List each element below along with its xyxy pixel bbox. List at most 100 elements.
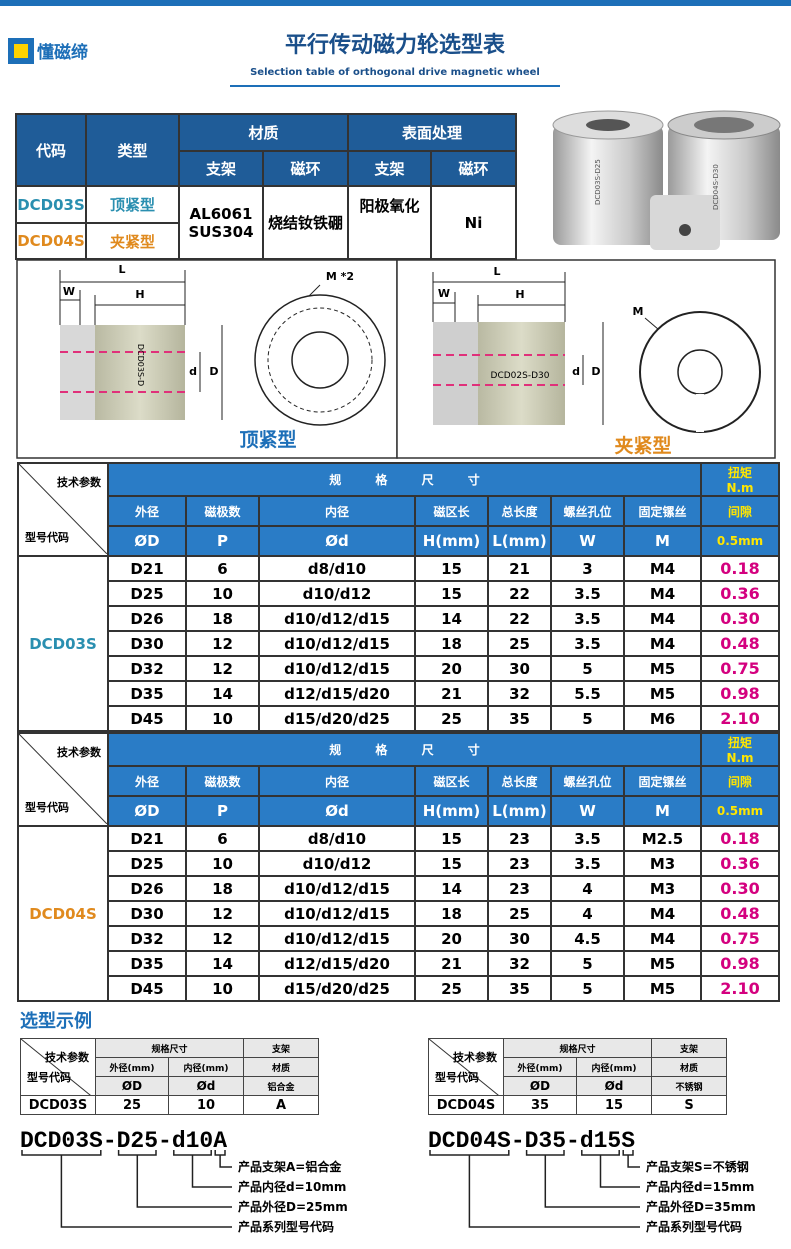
note: 产品系列型号代码 <box>646 1219 742 1234</box>
cell: 5 <box>550 705 625 732</box>
cell: 规格尺寸 <box>503 1038 652 1058</box>
cell: 内径 <box>258 495 416 527</box>
cell: 30 <box>487 925 552 952</box>
cell: 顶紧型 <box>85 185 180 224</box>
cell: 0.18 <box>700 825 780 852</box>
corner-cell: 技术参数 型号代码 <box>428 1038 504 1096</box>
cell: 间隙 <box>700 495 780 527</box>
cell: 2.10 <box>700 705 780 732</box>
photo-label: DCD04S-D30 <box>712 164 720 210</box>
cell: M4 <box>623 900 702 927</box>
cell: 螺丝孔位 <box>550 495 625 527</box>
cell: 4.5 <box>550 925 625 952</box>
cell: ØD <box>95 1076 169 1096</box>
cell: 0.5mm <box>700 795 780 827</box>
cell: 14 <box>185 950 260 977</box>
cell: 25 <box>487 900 552 927</box>
dim-label: H <box>515 288 524 301</box>
cell: 0.75 <box>700 655 780 682</box>
cell: 12 <box>185 925 260 952</box>
cell: 18 <box>414 630 489 657</box>
dim-label: d <box>189 365 197 378</box>
cell: 20 <box>414 925 489 952</box>
cell: D35 <box>107 950 187 977</box>
cell: 间隙 <box>700 765 780 797</box>
corner-cell: 技术参数 型号代码 <box>20 1038 96 1096</box>
part-label: DCD03S-D <box>136 344 145 386</box>
note: 产品外径D=35mm <box>646 1199 756 1214</box>
cell: 磁极数 <box>185 765 260 797</box>
top-bar <box>0 0 791 6</box>
cell: P <box>185 795 260 827</box>
spec-table: 技术参数 型号代码规 格 尺 寸扭矩 N.m 外径 磁极数 内径 磁区长 总长度 螺丝孔位 固定镙… <box>17 732 780 1002</box>
note: 产品内径d=15mm <box>646 1179 754 1194</box>
cell: 25 <box>414 705 489 732</box>
cell: M5 <box>623 950 702 977</box>
section-title: 选型示例 <box>20 1010 92 1032</box>
cell: DCD03S <box>15 185 87 224</box>
cell: 外径(mm) <box>95 1057 169 1077</box>
cell: d10/d12 <box>258 580 416 607</box>
cell: 内径(mm) <box>576 1057 652 1077</box>
model-code: DCD04S-D35-d15S <box>428 1128 635 1154</box>
cell: 阳极氧化 <box>347 185 432 260</box>
cell: 15 <box>414 825 489 852</box>
cell: 总长度 <box>487 495 552 527</box>
cell: 支架 <box>651 1038 727 1058</box>
cell: 5.5 <box>550 680 625 707</box>
cell: 21 <box>414 680 489 707</box>
dimensions <box>59 270 666 425</box>
line: SUS304 <box>188 222 254 241</box>
cell: D26 <box>107 605 187 632</box>
note: 产品内径d=10mm <box>238 1179 346 1194</box>
dim-label: D <box>591 365 600 378</box>
cell: 35 <box>503 1095 577 1115</box>
cell: M4 <box>623 630 702 657</box>
code-cell: DCD03S <box>17 555 109 732</box>
cell: 0.36 <box>700 850 780 877</box>
cell: 0.75 <box>700 925 780 952</box>
cell: 14 <box>185 680 260 707</box>
cell: D25 <box>107 850 187 877</box>
cell: ØD <box>107 795 187 827</box>
cell: DCD03S <box>20 1095 96 1115</box>
cell: 3.5 <box>550 630 625 657</box>
cell: P <box>185 525 260 557</box>
cell: M3 <box>623 875 702 902</box>
bracket <box>429 1150 640 1228</box>
cell: 外径(mm) <box>503 1057 577 1077</box>
logo-dot <box>14 44 28 58</box>
cell: 6 <box>185 555 260 582</box>
cell: 0.5mm <box>700 525 780 557</box>
cell: d8/d10 <box>258 555 416 582</box>
bracket <box>21 1150 232 1228</box>
example-table: 技术参数 型号代码 规格尺寸 支架 外径(mm) 内径(mm) 材质 ØD Ød 不锈钢 DCD04… <box>428 1038 727 1115</box>
cell: d12/d15/d20 <box>258 680 416 707</box>
cell: 3.5 <box>550 825 625 852</box>
cell: D35 <box>107 680 187 707</box>
dim-label: d <box>572 365 580 378</box>
cell: H(mm) <box>414 525 489 557</box>
cell: Ød <box>576 1076 652 1096</box>
cell: 支架 <box>347 150 432 187</box>
cell: d10/d12/d15 <box>258 605 416 632</box>
cell: ØD <box>503 1076 577 1096</box>
bracket <box>581 1150 640 1188</box>
dim-label: H <box>135 288 144 301</box>
line: 扭矩 <box>727 736 752 750</box>
bracket <box>117 1150 232 1208</box>
cell: H(mm) <box>414 795 489 827</box>
cell: Ød <box>258 795 416 827</box>
cell: M4 <box>623 580 702 607</box>
code-cell: DCD04S <box>17 825 109 1002</box>
cell: 铝合金 <box>243 1076 319 1096</box>
cell: 内径 <box>258 765 416 797</box>
cell: 18 <box>185 875 260 902</box>
cell: 材质 <box>178 113 349 152</box>
cell: 材质 <box>651 1057 727 1077</box>
cell: 35 <box>487 705 552 732</box>
cell: M4 <box>623 605 702 632</box>
cell: 磁区长 <box>414 495 489 527</box>
note: 产品支架S=不锈钢 <box>646 1159 749 1174</box>
